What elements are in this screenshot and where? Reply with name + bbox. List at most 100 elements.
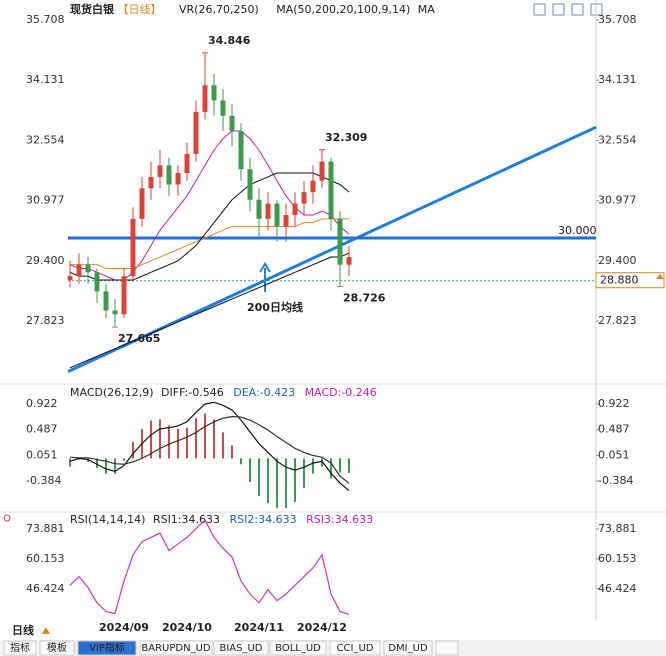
- y-tick-label: 29.400: [598, 254, 637, 267]
- macd-legend: MACD(26,12,9) DIFF:-0.546 DEA:-0.423 MAC…: [70, 386, 377, 399]
- y-tick-label: 30.977: [598, 194, 637, 207]
- tool-button[interactable]: [571, 3, 584, 16]
- tab[interactable]: [139, 640, 213, 656]
- indicator: MA(50,200,20,100,9,14): [276, 3, 410, 16]
- tab[interactable]: [329, 640, 381, 656]
- y-tick-label: 0.487: [26, 423, 58, 436]
- candle-body: [121, 276, 127, 315]
- x-tick-label: 2024/12: [297, 621, 347, 634]
- annotation: 34.846: [208, 34, 251, 47]
- candle-body: [265, 203, 271, 219]
- rsi-legend: RSI(14,14,14) RSI1:34.633 RSI2:34.633 RS…: [70, 513, 373, 526]
- candle-body: [67, 276, 73, 280]
- candle-body: [247, 169, 253, 200]
- tab-label[interactable]: CCI_UD: [337, 643, 374, 654]
- tab-label[interactable]: DMI_UD: [388, 643, 428, 654]
- y-tick-label: 73.881: [26, 522, 65, 535]
- y-tick-label: 60.153: [598, 552, 637, 565]
- candle-body: [130, 218, 136, 277]
- period-arrow[interactable]: [42, 627, 50, 634]
- y-tick-label: 32.554: [598, 133, 637, 146]
- candle-body: [112, 310, 118, 315]
- candle-body: [229, 115, 235, 132]
- candle-body: [184, 153, 190, 174]
- series-line: [69, 172, 350, 281]
- y-tick-label: 30.977: [26, 194, 65, 207]
- legend-entry: MACD(26,12,9): [70, 386, 154, 399]
- candle-body: [193, 111, 199, 154]
- symbol-title: 现货白银: [70, 2, 115, 16]
- tool-button[interactable]: [533, 3, 546, 16]
- tab-label[interactable]: BARUPDN_UD: [141, 643, 210, 654]
- y-tick-label: 73.881: [598, 522, 637, 535]
- indicator: MA: [418, 3, 435, 16]
- annotation: 28.726: [343, 292, 386, 305]
- candle-body: [202, 85, 208, 112]
- tab[interactable]: [3, 640, 37, 656]
- current-price-box: [595, 272, 665, 289]
- series-line: [69, 415, 350, 484]
- candle-body: [274, 203, 280, 227]
- tool-button[interactable]: [552, 3, 565, 16]
- tab-label[interactable]: 指标: [10, 641, 30, 654]
- y-tick-label: -0.384: [26, 474, 61, 487]
- legend-entry: RSI(14,14,14): [70, 513, 145, 526]
- level-label: 30.000: [558, 224, 597, 237]
- current-price-label: 28.880: [600, 274, 639, 287]
- tab[interactable]: [213, 640, 269, 656]
- tab[interactable]: [39, 640, 75, 656]
- candle-body: [256, 199, 262, 219]
- candle-body: [283, 215, 289, 227]
- legend-entry: DEA:-0.423: [233, 386, 295, 399]
- indicator: VR(26,70,250): [179, 3, 259, 16]
- candle-body: [103, 291, 109, 311]
- candle-body: [211, 85, 217, 101]
- current-arrow: [656, 274, 664, 279]
- candle-body: [238, 131, 244, 170]
- tab[interactable]: [269, 640, 327, 656]
- tab-label[interactable]: BIAS_UD: [219, 643, 262, 654]
- trend-label: 200日均线: [247, 300, 303, 314]
- y-tick-label: 34.131: [26, 73, 65, 86]
- y-tick-label: 27.823: [598, 314, 637, 327]
- candle-body: [346, 257, 352, 265]
- candle-body: [220, 100, 226, 116]
- candle-body: [301, 192, 307, 204]
- series-line: [70, 218, 349, 269]
- annotation: 32.309: [325, 131, 367, 144]
- legend-entry: MACD:-0.246: [305, 386, 377, 399]
- y-tick-label: 60.153: [26, 552, 65, 565]
- legend-entry: RSI3:34.633: [306, 513, 373, 526]
- tab-label[interactable]: VIP指标: [89, 641, 125, 654]
- y-tick-label: 29.400: [26, 254, 65, 267]
- candle-body: [94, 272, 100, 292]
- legend-entry: RSI1:34.633: [153, 513, 220, 526]
- x-tick-label: 2024/11: [234, 621, 284, 634]
- candle-body: [166, 165, 172, 185]
- y-tick-label: 0.051: [598, 448, 630, 461]
- period: 【日线】: [118, 2, 162, 16]
- tab-label[interactable]: 模板: [47, 641, 67, 654]
- candle-body: [292, 203, 298, 216]
- tab[interactable]: [383, 640, 433, 656]
- y-tick-label: 46.424: [598, 582, 637, 595]
- y-tick-label: 0.922: [26, 397, 58, 410]
- series-line: [69, 252, 350, 369]
- tab[interactable]: [435, 640, 459, 656]
- annotation: 27.665: [118, 332, 160, 345]
- candle-body: [337, 218, 343, 265]
- y-tick-label: 35.708: [26, 13, 65, 26]
- candle-body: [139, 188, 145, 219]
- tab[interactable]: [77, 640, 137, 656]
- candle-body: [148, 176, 154, 189]
- y-tick-label: 34.131: [598, 73, 637, 86]
- candle-body: [76, 264, 82, 277]
- trend-arrow: [259, 262, 271, 292]
- x-tick-label: 2024/10: [162, 621, 212, 634]
- tab-label[interactable]: BOLL_UD: [275, 643, 321, 654]
- y-tick-label: 32.554: [26, 133, 65, 146]
- y-tick-label: 0.051: [26, 448, 58, 461]
- period-switch[interactable]: 日线: [12, 623, 34, 637]
